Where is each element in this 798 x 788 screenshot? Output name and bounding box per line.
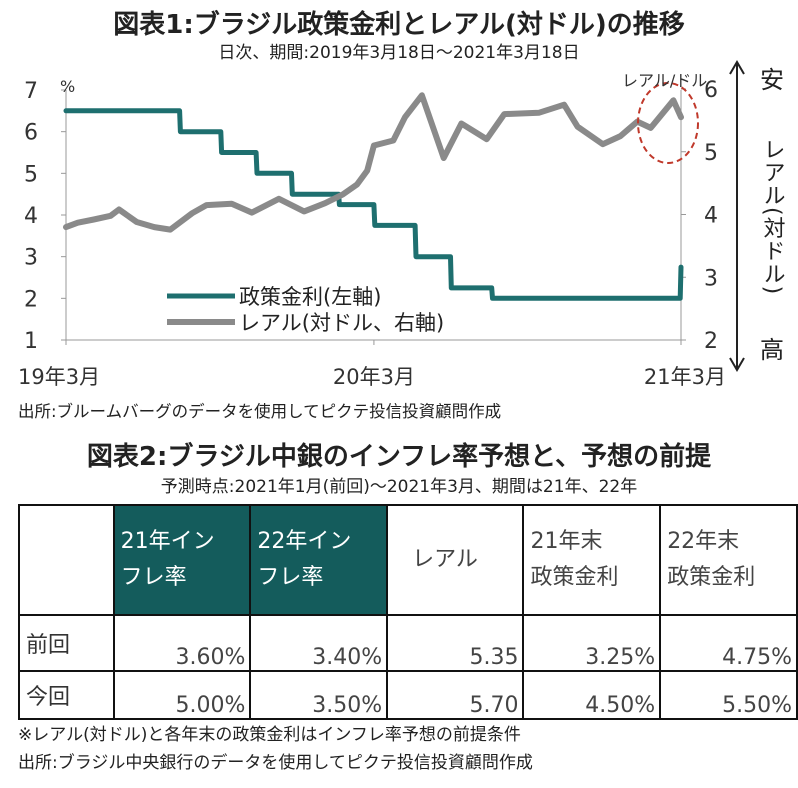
cell-value: 5.35 xyxy=(386,614,525,672)
policy-rate-line xyxy=(63,108,684,301)
header-line: 22年イン xyxy=(257,529,352,554)
chart1-source: 出所:ブルームバーグのデータを使用してピクテ投信投資顧問作成 xyxy=(18,402,502,421)
x-tick-label: 21年3月 xyxy=(644,365,726,389)
header-line: フレ率 xyxy=(120,565,187,590)
table-row-current: 今回 5.00% 3.50% 5.70 4.50% 5.50% xyxy=(18,670,798,720)
left-tick-label: 4 xyxy=(24,204,38,229)
left-tick-label: 1 xyxy=(24,329,38,354)
weak-label: 安 xyxy=(760,66,784,94)
header-cell-22-policy-rate: 22年末 政策金利 xyxy=(659,504,798,616)
table-header-row: 21年イン フレ率 22年イン フレ率 レアル 21年末 政策金利 22年末 政… xyxy=(18,504,798,616)
right-tick-label: 4 xyxy=(704,204,718,229)
chart1-subtitle: 日次、期間:2019年3月18日〜2021年3月18日 xyxy=(218,43,580,63)
header-line: 政策金利 xyxy=(530,565,619,590)
table-row-previous: 前回 3.60% 3.40% 5.35 3.25% 4.75% xyxy=(18,614,798,672)
header-line: 政策金利 xyxy=(667,565,756,590)
table-source: 出所:ブラジル中央銀行のデータを使用してピクテ投信投資顧問作成 xyxy=(18,753,533,773)
left-axis-unit: % xyxy=(60,77,75,96)
cell-value: 3.40% xyxy=(249,614,389,672)
table-subtitle: 予測時点:2021年1月(前回)〜2021年3月、期間は21年、22年 xyxy=(160,477,638,497)
strong-label: 高 xyxy=(760,336,784,364)
row-label: 今回 xyxy=(18,670,115,720)
arrow-down-icon xyxy=(729,357,745,372)
cell-value: 4.75% xyxy=(659,614,798,672)
x-tick-label: 20年3月 xyxy=(333,365,415,389)
header-cell-21-inflation: 21年イン フレ率 xyxy=(112,504,252,616)
left-tick-label: 3 xyxy=(24,246,38,271)
right-tick-label: 5 xyxy=(704,141,718,166)
legend-label: レアル(対ドル、右軸) xyxy=(239,311,444,335)
header-line: フレ率 xyxy=(257,565,324,590)
table-title: 図表2:ブラジル中銀のインフレ率予想と、予想の前提 xyxy=(86,442,712,472)
cell-value: 3.25% xyxy=(522,614,662,672)
header-line: 22年末 xyxy=(667,529,740,554)
header-line: 21年末 xyxy=(530,529,603,554)
left-tick-label: 5 xyxy=(24,162,38,187)
cell-value: 5.50% xyxy=(659,670,798,720)
cell-value: 5.00% xyxy=(112,670,252,720)
right-tick-label: 6 xyxy=(704,78,718,103)
x-tick-label: 19年3月 xyxy=(18,365,100,389)
right-axis-title: レアル(対ドル) xyxy=(760,138,786,295)
cell-value: 3.50% xyxy=(249,670,389,720)
highlight-ellipse xyxy=(637,82,699,164)
cell-value: 3.60% xyxy=(112,614,252,672)
arrow-up-icon xyxy=(729,60,745,75)
table-note: ※レアル(対ドル)と各年末の政策金利はインフレ率予想の前提条件 xyxy=(18,725,521,745)
left-tick-label: 6 xyxy=(24,121,38,146)
right-axis-unit: レアル/ドル xyxy=(622,71,707,90)
header-corner-cell xyxy=(18,504,115,616)
header-cell-21-policy-rate: 21年末 政策金利 xyxy=(522,504,662,616)
header-line: レアル xyxy=(412,547,478,572)
header-cell-real: レアル xyxy=(386,504,525,616)
right-tick-label: 2 xyxy=(704,329,718,354)
left-tick-label: 7 xyxy=(24,79,38,104)
cell-value: 5.70 xyxy=(386,670,525,720)
header-cell-22-inflation: 22年イン フレ率 xyxy=(249,504,389,616)
real-fx-line xyxy=(63,92,684,233)
header-line: 21年イン xyxy=(120,529,215,554)
legend-label: 政策金利(左軸) xyxy=(239,285,381,309)
chart1-title: 図表1:ブラジル政策金利とレアル(対ドル)の推移 xyxy=(113,10,685,40)
row-label: 前回 xyxy=(18,614,115,672)
cell-value: 4.50% xyxy=(522,670,662,720)
right-tick-label: 3 xyxy=(704,266,718,291)
forecast-table: 21年イン フレ率 22年イン フレ率 レアル 21年末 政策金利 22年末 政… xyxy=(18,504,798,720)
left-tick-label: 2 xyxy=(24,287,38,312)
